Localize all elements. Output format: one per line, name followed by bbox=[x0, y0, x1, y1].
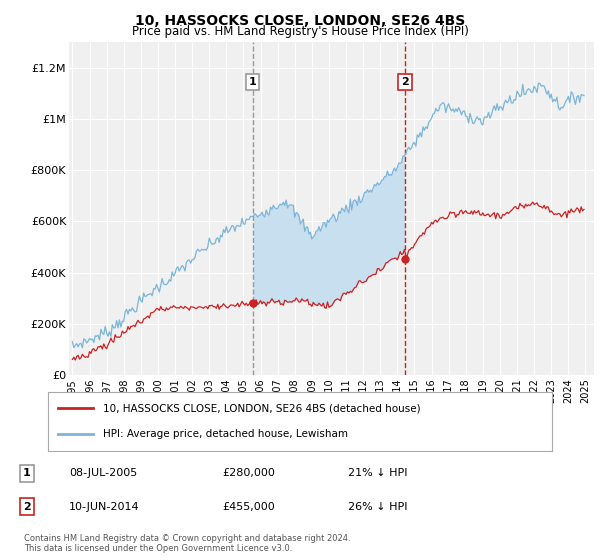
Text: 2: 2 bbox=[23, 502, 31, 512]
Text: 10-JUN-2014: 10-JUN-2014 bbox=[69, 502, 140, 512]
Text: 10, HASSOCKS CLOSE, LONDON, SE26 4BS (detached house): 10, HASSOCKS CLOSE, LONDON, SE26 4BS (de… bbox=[103, 403, 421, 413]
Text: Price paid vs. HM Land Registry's House Price Index (HPI): Price paid vs. HM Land Registry's House … bbox=[131, 25, 469, 38]
Text: 08-JUL-2005: 08-JUL-2005 bbox=[69, 468, 137, 478]
Text: 10, HASSOCKS CLOSE, LONDON, SE26 4BS: 10, HASSOCKS CLOSE, LONDON, SE26 4BS bbox=[135, 14, 465, 28]
Text: Contains HM Land Registry data © Crown copyright and database right 2024.
This d: Contains HM Land Registry data © Crown c… bbox=[24, 534, 350, 553]
Text: 21% ↓ HPI: 21% ↓ HPI bbox=[348, 468, 407, 478]
Text: £455,000: £455,000 bbox=[222, 502, 275, 512]
Text: HPI: Average price, detached house, Lewisham: HPI: Average price, detached house, Lewi… bbox=[103, 430, 349, 440]
Text: 2: 2 bbox=[401, 77, 409, 87]
Text: £280,000: £280,000 bbox=[222, 468, 275, 478]
Text: 1: 1 bbox=[23, 468, 31, 478]
Text: 1: 1 bbox=[249, 77, 257, 87]
Text: 26% ↓ HPI: 26% ↓ HPI bbox=[348, 502, 407, 512]
